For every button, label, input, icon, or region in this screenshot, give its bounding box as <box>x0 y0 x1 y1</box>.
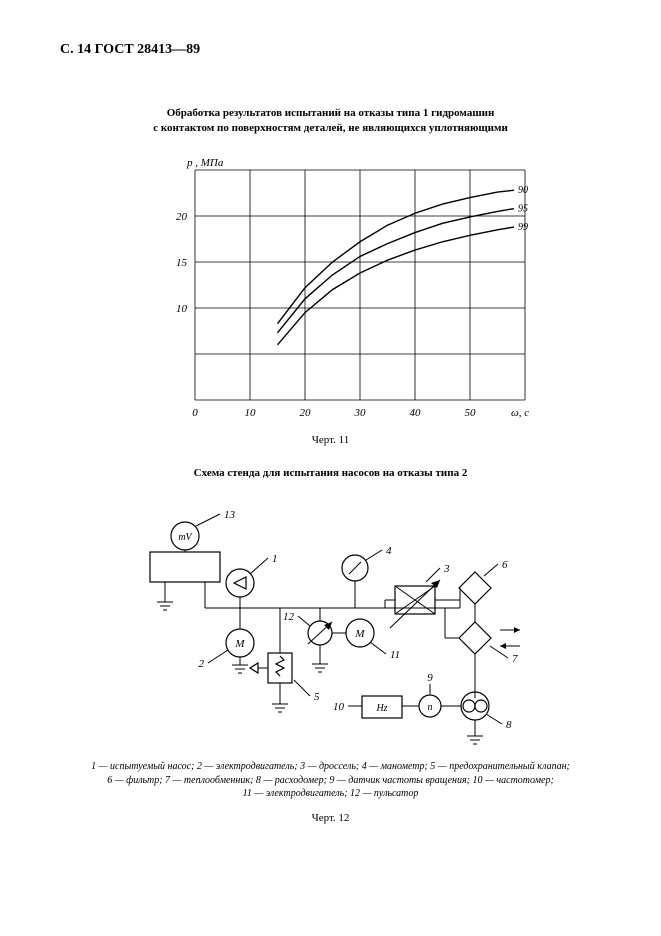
svg-text:7: 7 <box>512 653 518 665</box>
svg-text:50: 50 <box>465 407 477 419</box>
svg-text:n: n <box>428 702 433 713</box>
svg-text:99 %: 99 % <box>518 222 530 233</box>
svg-text:9: 9 <box>427 672 433 684</box>
svg-text:М: М <box>234 638 245 650</box>
page-header: С. 14 ГОСТ 28413—89 <box>60 42 200 58</box>
fig2-legend-l2: 6 — фильтр; 7 — теплообменник; 8 — расхо… <box>107 775 554 786</box>
svg-text:2: 2 <box>199 658 205 670</box>
fig2-legend-l3: 11 — электродвигатель; 12 — пульсатор <box>243 788 419 799</box>
svg-text:90 %: 90 % <box>518 185 530 196</box>
svg-text:10: 10 <box>245 407 257 419</box>
svg-text:3: 3 <box>443 563 450 575</box>
svg-text:6: 6 <box>502 559 508 571</box>
fig2-title-text: Схема стенда для испытания насосов на от… <box>194 467 468 479</box>
fig1-title: Обработка результатов испытаний на отказ… <box>0 106 661 136</box>
svg-text:ω, с⁻¹: ω, с⁻¹ <box>511 407 530 419</box>
fig2-schematic: mV 13 1 М 2 5 12 М 11 4 3 6 7 8 n 9 Hz 10 <box>130 498 550 753</box>
svg-text:mV: mV <box>178 532 193 543</box>
fig1-title-l2: с контактом по поверхностям деталей, не … <box>153 122 508 134</box>
svg-text:11: 11 <box>390 649 400 661</box>
svg-text:30: 30 <box>354 407 367 419</box>
svg-text:12: 12 <box>283 611 295 623</box>
fig2-legend-l1: 1 — испытуемый насос; 2 — электродвигате… <box>91 761 570 772</box>
svg-text:5: 5 <box>314 691 320 703</box>
svg-text:13: 13 <box>224 509 236 521</box>
svg-text:Hz: Hz <box>375 703 387 714</box>
svg-text:p , МПа: p , МПа <box>186 157 224 169</box>
fig2-legend: 1 — испытуемый насос; 2 — электродвигате… <box>60 760 601 801</box>
svg-text:20: 20 <box>176 211 188 223</box>
svg-text:М: М <box>354 628 365 640</box>
svg-text:15: 15 <box>176 257 188 269</box>
svg-text:1: 1 <box>272 553 278 565</box>
fig1-caption: Черт. 11 <box>0 434 661 446</box>
svg-text:20: 20 <box>300 407 312 419</box>
svg-text:0: 0 <box>192 407 198 419</box>
fig2-title: Схема стенда для испытания насосов на от… <box>0 466 661 481</box>
svg-text:4: 4 <box>386 545 392 557</box>
fig2-caption: Черт. 12 <box>0 812 661 824</box>
fig1-title-l1: Обработка результатов испытаний на отказ… <box>167 107 495 119</box>
svg-text:40: 40 <box>410 407 422 419</box>
svg-text:95 %: 95 % <box>518 204 530 215</box>
svg-text:8: 8 <box>506 719 512 731</box>
fig1-chart: 10152001020304050p , МПаω, с⁻¹P₁90 %95 %… <box>150 150 530 435</box>
svg-text:10: 10 <box>333 701 345 713</box>
svg-text:10: 10 <box>176 303 188 315</box>
